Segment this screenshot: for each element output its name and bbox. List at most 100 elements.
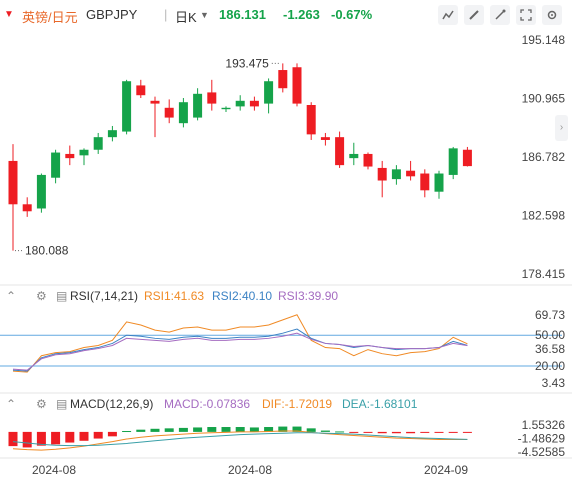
macd-histogram-bar (93, 431, 103, 439)
rsi-tick-label: 69.73 (535, 308, 565, 322)
dea-line (12, 432, 468, 447)
price-tick-label: 186.782 (522, 150, 566, 164)
last-price: 186.131 (219, 7, 266, 22)
candle-body (150, 100, 160, 104)
more-icon[interactable] (490, 5, 510, 25)
candle-body (235, 100, 245, 107)
candle-body (65, 153, 75, 159)
collapse-icon[interactable]: ⌃ (6, 289, 17, 303)
macd-tick-label: 1.55326 (522, 418, 566, 432)
candle-body (306, 104, 316, 135)
candle-body (79, 149, 89, 156)
macd-histogram-bar (51, 431, 61, 445)
candle-body (36, 174, 46, 209)
candle-body (448, 148, 458, 175)
dif-value: DIF:-1.72019 (262, 397, 333, 411)
macd-histogram-bar (391, 431, 401, 434)
candle-body (434, 173, 444, 192)
candle-body (377, 167, 387, 181)
candle-body (122, 81, 132, 132)
price-tick-label: 182.598 (522, 209, 566, 223)
macd-histogram-bar (306, 428, 316, 432)
candle-body (292, 67, 302, 104)
macd-histogram-bar (8, 431, 18, 447)
rsi-header: ⌃ ⚙ ▤ RSI(7,14,21) RSI1:41.63 RSI2:40.10… (0, 287, 572, 305)
rsi-tick-label: 3.43 (542, 376, 566, 390)
macd-histogram-bar (150, 428, 160, 432)
expand-icon[interactable]: ▼ (4, 9, 14, 20)
high-price-label: 193.475 (225, 56, 269, 70)
macd-name: MACD(12,26,9) (70, 397, 154, 411)
macd-histogram-bar (122, 431, 132, 433)
candle-body (107, 130, 117, 138)
macd-histogram-bar (349, 431, 359, 433)
price-tick-label: 178.415 (522, 267, 566, 281)
candle-body (249, 100, 259, 107)
macd-histogram-bar (207, 427, 217, 432)
macd-histogram-bar (434, 431, 444, 433)
rsi-name: RSI(7,14,21) (70, 289, 139, 303)
macd-value: MACD:-0.07836 (164, 397, 251, 411)
macd-histogram-bar (36, 431, 46, 446)
candle-body (51, 152, 61, 178)
candle-body (420, 173, 430, 191)
rsi3-value: RSI3:39.90 (278, 289, 339, 303)
pair-name: 英镑/日元 (22, 10, 78, 25)
candle-body (349, 153, 359, 159)
rsi-tick-label: 50.00 (535, 328, 565, 342)
macd-histogram-bar (377, 431, 387, 434)
dea-value: DEA:-1.68101 (342, 397, 418, 411)
draw-icon[interactable] (464, 5, 484, 25)
chart-icon[interactable]: ▤ (56, 397, 68, 411)
scroll-handle[interactable]: › (555, 115, 568, 141)
separator: | (164, 7, 168, 22)
macd-tick-label: -1.48629 (518, 431, 566, 445)
collapse-icon[interactable]: ⌃ (6, 397, 17, 411)
date-tick-label: 2024-08 (228, 463, 272, 477)
macd-header: ⌃ ⚙ ▤ MACD(12,26,9) MACD:-0.07836 DIF:-1… (0, 395, 572, 413)
candle-body (207, 92, 217, 104)
macd-histogram-bar (107, 431, 117, 437)
symbol: GBPJPY (86, 7, 138, 22)
date-tick-label: 2024-08 (32, 463, 76, 477)
candle-body (264, 81, 274, 104)
macd-histogram-bar (178, 427, 188, 432)
rsi1-value: RSI1:41.63 (144, 289, 205, 303)
date-tick-label: 2024-09 (424, 463, 468, 477)
macd-histogram-bar (65, 431, 75, 443)
macd-histogram-bar (164, 428, 174, 432)
gear-icon[interactable]: ⚙ (36, 397, 47, 411)
gear-icon[interactable]: ⚙ (36, 289, 47, 303)
candle-body (164, 107, 174, 118)
candle-body (406, 170, 416, 177)
rsi-tick-label: 20.00 (535, 359, 565, 373)
rsi-series-line (12, 332, 468, 371)
candle-body (462, 149, 472, 167)
rsi-tick-label: 36.58 (535, 342, 565, 356)
chart-icon[interactable]: ▤ (56, 289, 68, 303)
candle-body (178, 102, 188, 124)
candle-body (221, 107, 231, 110)
macd-histogram-bar (320, 430, 330, 432)
candle-body (136, 85, 146, 96)
macd-histogram-bar (292, 426, 302, 432)
candle-body (93, 137, 103, 150)
candle-body (8, 160, 18, 205)
macd-histogram-bar (448, 431, 458, 433)
line-chart-icon[interactable] (438, 5, 458, 25)
macd-histogram-bar (278, 426, 288, 432)
chevron-down-icon[interactable]: ▼ (200, 10, 209, 20)
candle-body (22, 204, 32, 212)
fullscreen-icon[interactable] (516, 5, 536, 25)
period-selector[interactable]: 日K (175, 10, 197, 25)
macd-tick-label: -4.52585 (518, 445, 566, 459)
price-change: -1.263 (283, 7, 320, 22)
settings-icon[interactable] (542, 5, 562, 25)
candle-body (320, 137, 330, 140)
macd-histogram-bar (249, 427, 259, 432)
candle-body (193, 93, 203, 118)
candle-body (391, 169, 401, 180)
rsi-series-line (12, 314, 468, 373)
candle-body (335, 137, 345, 166)
